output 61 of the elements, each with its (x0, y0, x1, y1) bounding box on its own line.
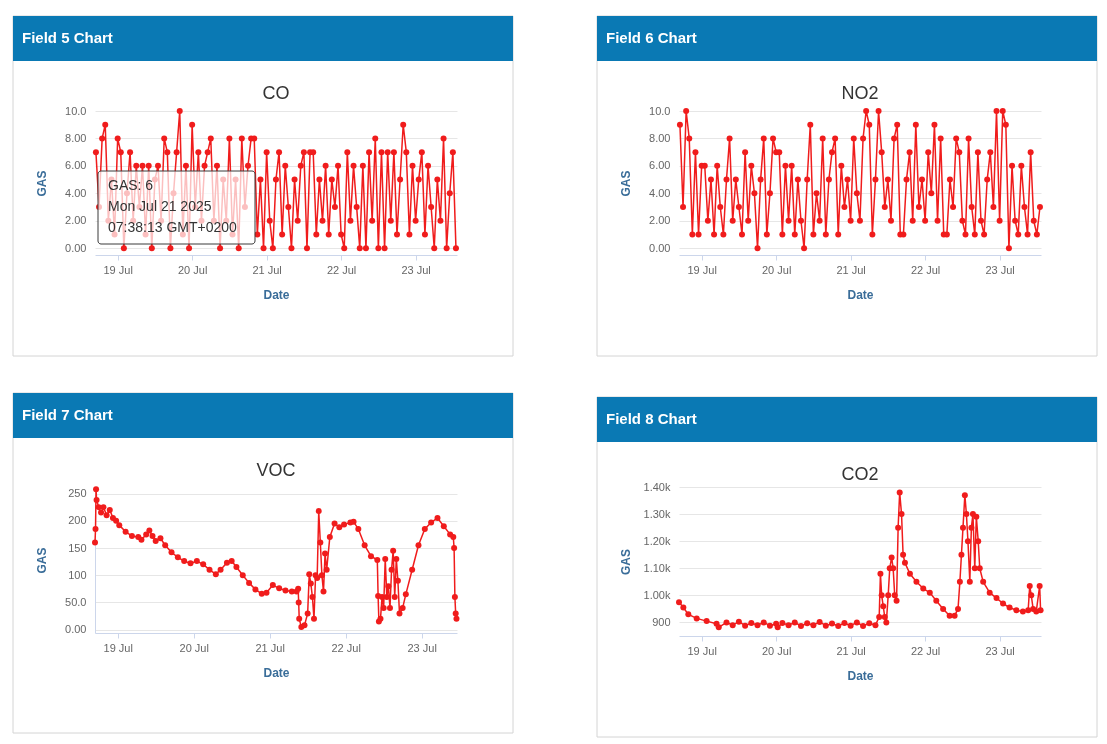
x-axis-title: Date (263, 665, 290, 680)
y-tick-label: 50.0 (65, 595, 87, 608)
y-tick-label: 1.10k (643, 561, 671, 574)
chart-title: CO (262, 83, 290, 103)
x-tick-label: 22 Jul (910, 644, 941, 657)
y-tick-label: 8.00 (649, 131, 671, 144)
chart-title: NO2 (841, 83, 879, 103)
y-tick-label: 100 (68, 568, 87, 581)
x-tick-label: 20 Jul (179, 641, 209, 654)
y-axis-title: GAS (618, 170, 633, 197)
x-tick-label: 23 Jul (985, 644, 1015, 657)
x-tick-label: 23 Jul (407, 641, 437, 654)
text: Field 8 Chart (606, 410, 697, 427)
y-tick-label: 4.00 (65, 186, 87, 199)
x-tick-label: 22 Jul (326, 263, 357, 276)
y-tick-label: 0.00 (65, 623, 87, 636)
y-axis-title: GAS (618, 548, 633, 576)
x-axis-title: Date (263, 287, 290, 302)
text: Field 6 Chart (606, 29, 697, 46)
x-tick-label: 21 Jul (252, 263, 282, 276)
y-tick-label: 2.00 (649, 214, 671, 227)
x-tick-label: 19 Jul (687, 263, 717, 276)
y-tick-label: 1.00k (643, 588, 671, 601)
y-tick-label: 10.0 (649, 104, 671, 117)
y-tick-label: 0.00 (649, 241, 671, 254)
y-tick-label: 2.00 (65, 214, 87, 227)
x-tick-label: 20 Jul (177, 263, 208, 276)
x-tick-label: 21 Jul (836, 263, 866, 276)
y-tick-label: 200 (68, 514, 87, 527)
x-tick-label: 20 Jul (761, 644, 792, 657)
y-tick-label: 150 (68, 541, 87, 554)
y-tick-label: 4.00 (649, 186, 671, 199)
y-tick-label: 1.30k (643, 507, 671, 520)
x-tick-label: 23 Jul (401, 263, 431, 276)
x-tick-label: 21 Jul (255, 641, 285, 654)
y-tick-label: 8.00 (65, 131, 87, 144)
text: Field 5 Chart (22, 29, 113, 46)
x-tick-label: 19 Jul (687, 644, 717, 657)
y-tick-label: 6.00 (649, 159, 671, 172)
x-tick-label: 19 Jul (103, 263, 133, 276)
x-tick-label: 22 Jul (331, 641, 361, 654)
x-axis-title: Date (847, 668, 874, 683)
y-tick-label: 1.40k (643, 480, 671, 493)
y-tick-label: 900 (652, 615, 671, 628)
x-tick-label: 21 Jul (836, 644, 866, 657)
y-tick-label: 250 (68, 487, 87, 500)
y-tick-label: 1.20k (643, 534, 671, 547)
y-tick-label: 0.00 (65, 241, 87, 254)
annotation: GAS: 6 Mon Jul 21 2025 07:38:13 GMT+0200 (108, 177, 238, 235)
x-tick-label: 23 Jul (985, 263, 1015, 276)
y-tick-label: 6.00 (65, 159, 87, 172)
chart-title: VOC (256, 460, 296, 480)
x-tick-label: 20 Jul (761, 263, 792, 276)
y-axis-title: GAS (34, 547, 49, 574)
text: Field 7 Chart (22, 406, 113, 423)
x-tick-label: 19 Jul (103, 641, 133, 654)
y-axis-title: GAS (34, 170, 49, 197)
chart-title: CO2 (841, 464, 879, 484)
y-tick-label: 10.0 (65, 104, 87, 117)
x-tick-label: 22 Jul (910, 263, 941, 276)
x-axis-title: Date (847, 287, 874, 302)
